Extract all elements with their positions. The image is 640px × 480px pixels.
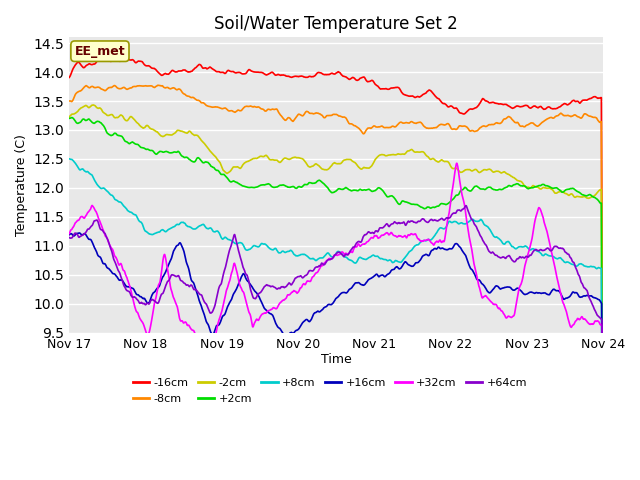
Title: Soil/Water Temperature Set 2: Soil/Water Temperature Set 2 [214,15,458,33]
Text: EE_met: EE_met [75,45,125,58]
Y-axis label: Temperature (C): Temperature (C) [15,134,28,236]
X-axis label: Time: Time [321,353,351,366]
Legend: -16cm, -8cm, -2cm, +2cm, +8cm, +16cm, +32cm, +64cm: -16cm, -8cm, -2cm, +2cm, +8cm, +16cm, +3… [128,373,532,408]
